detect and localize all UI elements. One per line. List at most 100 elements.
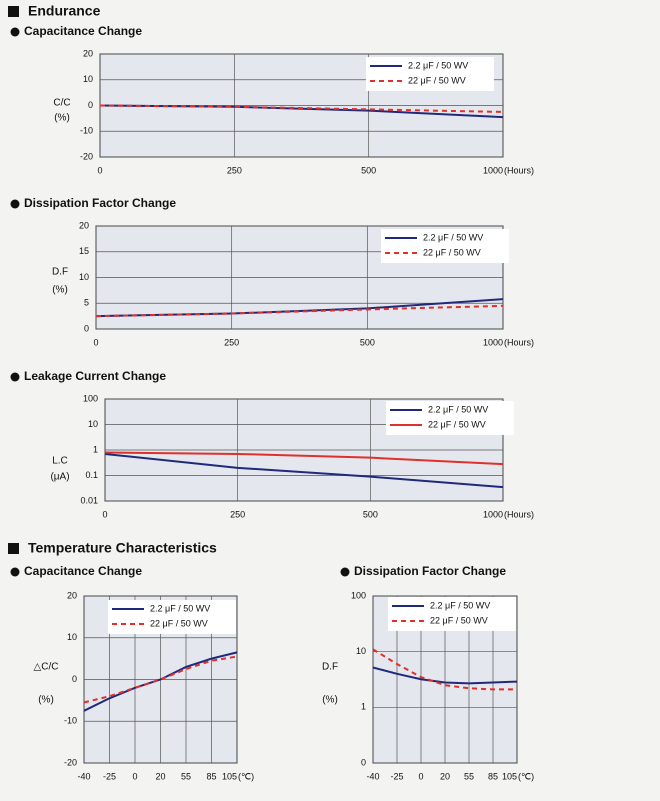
- series-line: [104, 452, 504, 489]
- y-tick-label: 100: [83, 393, 98, 403]
- x-tick-label: 105: [222, 771, 237, 781]
- y-tick-label: 10: [356, 646, 366, 656]
- heading: Temperature Characteristics: [28, 540, 217, 556]
- x-tick-label: 500: [361, 165, 376, 175]
- series-line: [104, 451, 504, 466]
- heading-square: [8, 543, 19, 554]
- x-tick-label: 55: [181, 771, 191, 781]
- legend-box: [366, 57, 494, 91]
- x-tick-label: 20: [155, 771, 165, 781]
- x-unit: (℃): [238, 771, 254, 781]
- y-tick-label: -10: [64, 716, 77, 726]
- x-tick-label: 250: [230, 509, 245, 519]
- y-tick-label: 0: [361, 757, 366, 767]
- heading: Endurance: [28, 3, 101, 19]
- title-bullet: [340, 567, 350, 577]
- title-bullet: [10, 199, 20, 209]
- legend-label: 2.2 μF / 50 WV: [423, 232, 483, 242]
- legend-label: 2.2 μF / 50 WV: [150, 603, 210, 613]
- y-axis-label: (%): [52, 285, 68, 296]
- y-axis-label: (%): [322, 695, 338, 706]
- x-tick-label: 250: [227, 165, 242, 175]
- y-tick-label: 20: [79, 220, 89, 230]
- series-line: [372, 648, 517, 691]
- x-tick-label: 500: [363, 509, 378, 519]
- chart-title: Dissipation Factor Change: [24, 196, 176, 210]
- x-tick-label: 1000: [483, 337, 503, 347]
- x-tick-label: 20: [440, 771, 450, 781]
- y-tick-label: -10: [80, 126, 93, 136]
- y-tick-label: 10: [88, 419, 98, 429]
- chart-title: Dissipation Factor Change: [354, 564, 506, 578]
- x-tick-label: 55: [464, 771, 474, 781]
- heading-square: [8, 6, 19, 17]
- y-axis-label: (%): [54, 113, 70, 124]
- x-unit: (℃): [518, 771, 534, 781]
- y-axis-label: L.C: [52, 456, 68, 467]
- y-tick-label: -20: [80, 151, 93, 161]
- x-tick-label: 0: [102, 509, 107, 519]
- x-tick-label: 0: [132, 771, 137, 781]
- y-axis-label: C/C: [53, 98, 70, 109]
- x-tick-label: 500: [360, 337, 375, 347]
- series-line: [372, 666, 518, 685]
- x-tick-label: -40: [366, 771, 379, 781]
- y-tick-label: -20: [64, 757, 77, 767]
- x-tick-label: -25: [103, 771, 116, 781]
- y-tick-label: 10: [83, 74, 93, 84]
- legend-label: 2.2 μF / 50 WV: [430, 600, 490, 610]
- title-bullet: [10, 372, 20, 382]
- legend-box: [381, 229, 509, 263]
- y-axis-label: (μA): [50, 472, 69, 483]
- legend-box: [386, 401, 514, 435]
- legend-label: 2.2 μF / 50 WV: [408, 60, 468, 70]
- y-tick-label: 0.01: [80, 495, 98, 505]
- x-unit: (Hours): [504, 165, 534, 175]
- x-tick-label: 0: [93, 337, 98, 347]
- y-tick-label: 10: [79, 272, 89, 282]
- x-tick-label: 85: [488, 771, 498, 781]
- legend-label: 22 μF / 50 WV: [430, 615, 488, 625]
- x-tick-label: 0: [418, 771, 423, 781]
- x-tick-label: 1000: [483, 509, 503, 519]
- x-tick-label: 105: [502, 771, 517, 781]
- y-tick-label: 20: [83, 48, 93, 58]
- legend-box: [388, 597, 516, 631]
- chart-title: Capacitance Change: [24, 24, 142, 38]
- legend-label: 22 μF / 50 WV: [428, 419, 486, 429]
- y-tick-label: 100: [351, 590, 366, 600]
- y-tick-label: 0: [84, 323, 89, 333]
- legend-label: 22 μF / 50 WV: [150, 618, 208, 628]
- x-tick-label: -25: [390, 771, 403, 781]
- x-tick-label: 250: [224, 337, 239, 347]
- y-tick-label: 0: [88, 100, 93, 110]
- title-bullet: [10, 567, 20, 577]
- y-axis-label: D.F: [322, 662, 338, 673]
- x-unit: (Hours): [504, 337, 534, 347]
- y-tick-label: 0.1: [85, 470, 98, 480]
- series-line: [83, 651, 238, 712]
- y-tick-label: 20: [67, 590, 77, 600]
- y-tick-label: 0: [72, 674, 77, 684]
- title-bullet: [10, 27, 20, 37]
- y-tick-label: 1: [93, 444, 98, 454]
- x-tick-label: 0: [97, 165, 102, 175]
- chart-title: Leakage Current Change: [24, 369, 166, 383]
- y-tick-label: 10: [67, 632, 77, 642]
- legend-label: 2.2 μF / 50 WV: [428, 404, 488, 414]
- legend-label: 22 μF / 50 WV: [423, 247, 481, 257]
- legend-label: 22 μF / 50 WV: [408, 75, 466, 85]
- y-tick-label: 1: [361, 702, 366, 712]
- x-tick-label: 85: [206, 771, 216, 781]
- y-axis-label: D.F: [52, 267, 68, 278]
- chart-title: Capacitance Change: [24, 564, 142, 578]
- x-tick-label: 1000: [483, 165, 503, 175]
- y-axis-label: △C/C: [34, 662, 59, 673]
- legend-box: [108, 600, 236, 634]
- y-tick-label: 5: [84, 298, 89, 308]
- x-unit: (Hours): [504, 509, 534, 519]
- series-line: [99, 104, 504, 113]
- y-axis-label: (%): [38, 695, 54, 706]
- x-tick-label: -40: [77, 771, 90, 781]
